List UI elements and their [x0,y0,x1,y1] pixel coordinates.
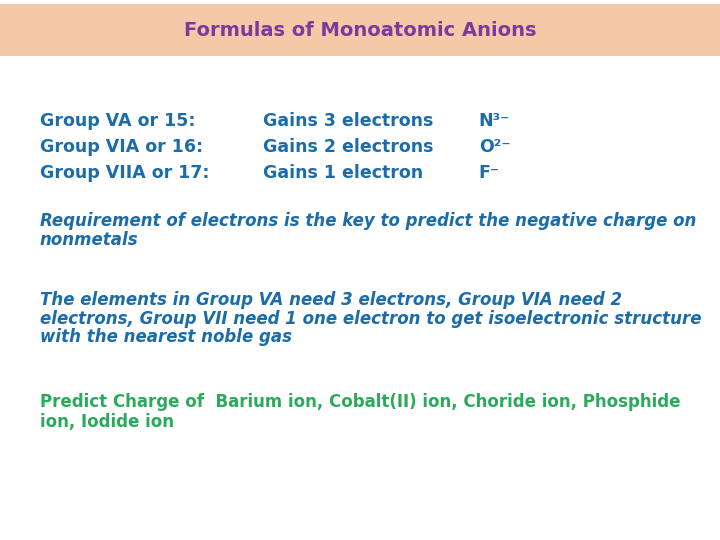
Text: Gains 2 electrons: Gains 2 electrons [263,138,433,157]
Text: O²⁻: O²⁻ [479,138,510,157]
Text: The elements in Group VA need 3 electrons, Group VIA need 2: The elements in Group VA need 3 electron… [40,291,622,309]
Text: electrons, Group VII need 1 one electron to get isoelectronic structure: electrons, Group VII need 1 one electron… [40,309,701,328]
Text: Group VIA or 16:: Group VIA or 16: [40,138,203,157]
Text: F⁻: F⁻ [479,164,500,183]
Text: Gains 1 electron: Gains 1 electron [263,164,423,183]
Text: Group VA or 15:: Group VA or 15: [40,112,195,131]
Text: N³⁻: N³⁻ [479,112,510,131]
FancyBboxPatch shape [0,4,720,56]
Text: nonmetals: nonmetals [40,231,138,249]
Text: Requirement of electrons is the key to predict the negative charge on: Requirement of electrons is the key to p… [40,212,696,231]
Text: Group VIIA or 17:: Group VIIA or 17: [40,164,209,183]
Text: Gains 3 electrons: Gains 3 electrons [263,112,433,131]
Text: with the nearest noble gas: with the nearest noble gas [40,328,292,347]
Text: ion, Iodide ion: ion, Iodide ion [40,413,174,431]
Text: Predict Charge of  Barium ion, Cobalt(II) ion, Choride ion, Phosphide: Predict Charge of Barium ion, Cobalt(II)… [40,393,680,411]
Text: Formulas of Monoatomic Anions: Formulas of Monoatomic Anions [184,21,536,40]
